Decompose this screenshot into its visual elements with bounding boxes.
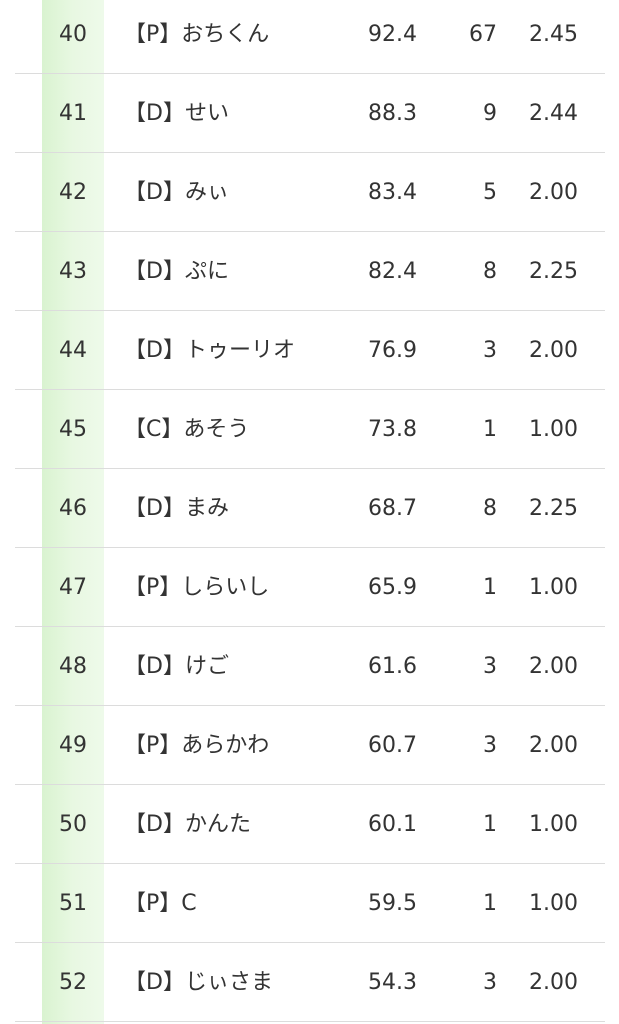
row-separator — [15, 705, 605, 706]
player-name: 【D】みぃ — [124, 180, 229, 205]
rank: 50 — [59, 812, 87, 837]
row-separator — [15, 73, 605, 74]
row-separator — [15, 626, 605, 627]
score: 88.3 — [368, 101, 417, 126]
rank: 46 — [59, 496, 87, 521]
average: 2.00 — [529, 970, 578, 995]
player-name: 【D】ぷに — [124, 259, 229, 284]
count: 1 — [483, 891, 497, 916]
row-separator — [15, 389, 605, 390]
score: 76.9 — [368, 338, 417, 363]
row-separator — [15, 468, 605, 469]
table-row: 42 【D】みぃ 83.4 5 2.00 — [0, 153, 619, 232]
count: 8 — [483, 496, 497, 521]
table-row: 51 【P】C 59.5 1 1.00 — [0, 864, 619, 943]
rank: 40 — [59, 22, 87, 47]
player-name: 【D】せい — [124, 101, 229, 126]
player-name: 【D】トゥーリオ — [124, 338, 295, 363]
player-name: 【D】まみ — [124, 496, 229, 521]
table-row: 50 【D】かんた 60.1 1 1.00 — [0, 785, 619, 864]
table-row: 40 【P】おちくん 92.4 67 2.45 — [0, 0, 619, 74]
rank: 42 — [59, 180, 87, 205]
score: 54.3 — [368, 970, 417, 995]
row-separator — [15, 310, 605, 311]
table-row: 47 【P】しらいし 65.9 1 1.00 — [0, 548, 619, 627]
score: 83.4 — [368, 180, 417, 205]
table-row: 49 【P】あらかわ 60.7 3 2.00 — [0, 706, 619, 785]
count: 9 — [483, 101, 497, 126]
player-name: 【C】あそう — [124, 417, 250, 442]
table-row: 43 【D】ぷに 82.4 8 2.25 — [0, 232, 619, 311]
table-row: 48 【D】けご 61.6 3 2.00 — [0, 627, 619, 706]
score: 59.5 — [368, 891, 417, 916]
count: 3 — [483, 338, 497, 363]
player-name: 【D】かんた — [124, 812, 251, 837]
rank: 52 — [59, 970, 87, 995]
count: 1 — [483, 812, 497, 837]
count: 8 — [483, 259, 497, 284]
rank: 44 — [59, 338, 87, 363]
average: 2.00 — [529, 733, 578, 758]
table-row: 44 【D】トゥーリオ 76.9 3 2.00 — [0, 311, 619, 390]
count: 5 — [483, 180, 497, 205]
score: 82.4 — [368, 259, 417, 284]
table-row: 41 【D】せい 88.3 9 2.44 — [0, 74, 619, 153]
player-name: 【P】C — [124, 891, 197, 916]
rank: 48 — [59, 654, 87, 679]
row-separator — [15, 863, 605, 864]
average: 1.00 — [529, 812, 578, 837]
rank: 45 — [59, 417, 87, 442]
count: 3 — [483, 654, 497, 679]
row-separator — [15, 152, 605, 153]
player-name: 【P】おちくん — [124, 22, 270, 47]
player-name: 【D】じぃさま — [124, 970, 273, 995]
row-separator — [15, 942, 605, 943]
average: 2.00 — [529, 180, 578, 205]
row-separator — [15, 547, 605, 548]
rank: 43 — [59, 259, 87, 284]
row-separator — [15, 784, 605, 785]
table-row: 45 【C】あそう 73.8 1 1.00 — [0, 390, 619, 469]
row-separator — [15, 231, 605, 232]
count: 67 — [469, 22, 497, 47]
average: 1.00 — [529, 417, 578, 442]
player-name: 【P】あらかわ — [124, 733, 270, 758]
average: 2.00 — [529, 338, 578, 363]
score: 65.9 — [368, 575, 417, 600]
table-row: 46 【D】まみ 68.7 8 2.25 — [0, 469, 619, 548]
average: 2.25 — [529, 259, 578, 284]
average: 1.00 — [529, 891, 578, 916]
average: 2.45 — [529, 22, 578, 47]
count: 3 — [483, 970, 497, 995]
count: 1 — [483, 575, 497, 600]
rank-column-bg — [42, 0, 104, 1024]
score: 61.6 — [368, 654, 417, 679]
count: 3 — [483, 733, 497, 758]
score: 68.7 — [368, 496, 417, 521]
player-name: 【D】けご — [124, 654, 229, 679]
average: 2.44 — [529, 101, 578, 126]
rank: 49 — [59, 733, 87, 758]
average: 2.00 — [529, 654, 578, 679]
average: 2.25 — [529, 496, 578, 521]
table-row: 52 【D】じぃさま 54.3 3 2.00 — [0, 943, 619, 1022]
score: 92.4 — [368, 22, 417, 47]
average: 1.00 — [529, 575, 578, 600]
score: 73.8 — [368, 417, 417, 442]
count: 1 — [483, 417, 497, 442]
rank: 47 — [59, 575, 87, 600]
score: 60.1 — [368, 812, 417, 837]
player-name: 【P】しらいし — [124, 575, 270, 600]
row-separator — [15, 1021, 605, 1022]
score: 60.7 — [368, 733, 417, 758]
rank: 41 — [59, 101, 87, 126]
rank: 51 — [59, 891, 87, 916]
